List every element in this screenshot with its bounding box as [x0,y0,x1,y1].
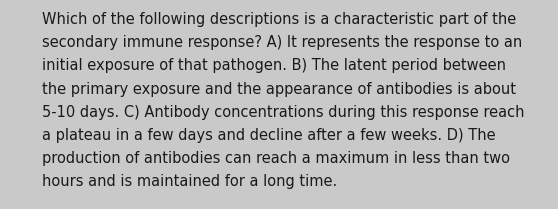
Text: 5-10 days. C) Antibody concentrations during this response reach: 5-10 days. C) Antibody concentrations du… [42,105,525,120]
Text: secondary immune response? A) It represents the response to an: secondary immune response? A) It represe… [42,35,522,50]
Text: a plateau in a few days and decline after a few weeks. D) The: a plateau in a few days and decline afte… [42,128,496,143]
Text: production of antibodies can reach a maximum in less than two: production of antibodies can reach a max… [42,151,510,166]
Text: Which of the following descriptions is a characteristic part of the: Which of the following descriptions is a… [42,12,516,27]
Text: hours and is maintained for a long time.: hours and is maintained for a long time. [42,174,337,189]
Text: initial exposure of that pathogen. B) The latent period between: initial exposure of that pathogen. B) Th… [42,58,506,73]
Text: the primary exposure and the appearance of antibodies is about: the primary exposure and the appearance … [42,82,516,97]
